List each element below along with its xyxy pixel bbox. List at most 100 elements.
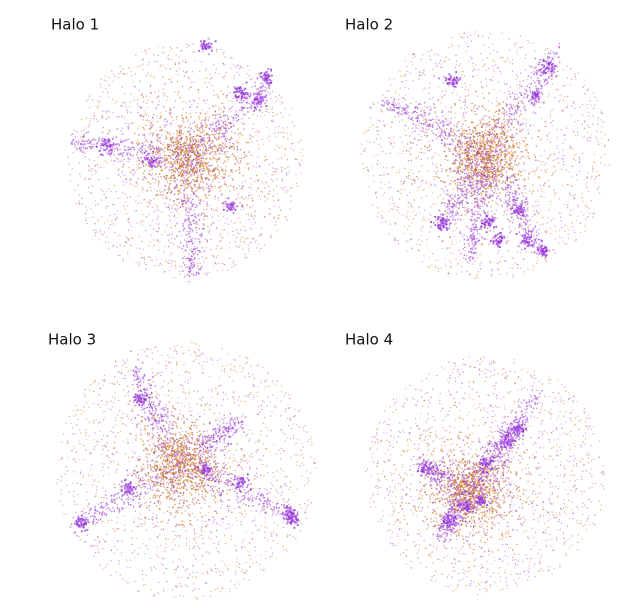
background [0, 0, 643, 608]
particle [423, 153, 424, 154]
particle [264, 195, 265, 196]
particle [114, 214, 115, 215]
particle [449, 247, 450, 248]
particle [231, 131, 232, 132]
particle [199, 241, 200, 242]
particle [211, 224, 212, 225]
particle [196, 272, 197, 273]
particle [176, 217, 177, 218]
particle [185, 181, 186, 182]
particle [140, 248, 141, 249]
particle [161, 129, 162, 130]
particle [125, 175, 126, 176]
particle [534, 174, 535, 175]
particle [120, 176, 121, 177]
particle [366, 131, 367, 132]
particle [596, 138, 597, 139]
particle [242, 83, 243, 84]
particle [85, 156, 86, 157]
particle [190, 160, 191, 161]
particle [218, 182, 219, 183]
particle [569, 172, 570, 173]
particle [595, 182, 596, 183]
particle [296, 174, 297, 175]
particle [180, 185, 181, 186]
particle [466, 214, 467, 215]
particle [535, 104, 536, 105]
particle [217, 49, 218, 50]
particle [225, 203, 227, 205]
particle [291, 108, 292, 109]
particle [176, 116, 177, 117]
particle [275, 96, 276, 97]
particle [464, 259, 465, 260]
particle [155, 159, 157, 161]
particle [257, 140, 258, 141]
particle [462, 236, 463, 237]
particle [227, 117, 228, 118]
particle [501, 32, 502, 33]
particle [199, 251, 200, 252]
particle [285, 168, 286, 169]
particle [106, 152, 107, 153]
particle [280, 187, 281, 188]
particle [563, 164, 564, 165]
particle [227, 204, 229, 206]
particle [229, 157, 230, 158]
particle [238, 233, 239, 234]
particle [505, 148, 506, 149]
particle [187, 197, 188, 198]
particle [107, 140, 109, 142]
particle [454, 236, 455, 237]
particle [392, 139, 393, 140]
particle [108, 220, 109, 221]
particle [195, 252, 196, 253]
particle [133, 82, 134, 83]
particle [271, 75, 273, 77]
particle [191, 82, 192, 83]
particle [183, 172, 184, 173]
particle [557, 56, 558, 57]
particle [178, 193, 179, 194]
particle [537, 257, 538, 258]
particle [117, 150, 118, 151]
particle [122, 141, 123, 142]
particle [557, 145, 558, 146]
particle [417, 190, 418, 191]
particle [490, 53, 491, 54]
particle [476, 31, 477, 32]
particle [587, 104, 588, 105]
particle [199, 184, 200, 185]
particle [212, 217, 213, 218]
particle [249, 219, 250, 220]
particle [428, 219, 429, 220]
particle [450, 252, 451, 253]
particle [197, 130, 198, 131]
particle [481, 261, 482, 262]
particle [286, 174, 287, 175]
particle [450, 171, 451, 172]
particle [212, 106, 213, 107]
particle [423, 70, 424, 71]
particle [268, 193, 269, 194]
particle [185, 203, 186, 204]
particle [222, 143, 223, 144]
particle [250, 79, 251, 80]
particle [223, 106, 224, 107]
particle [196, 141, 197, 142]
particle [189, 233, 190, 234]
particle [256, 175, 257, 176]
particle [151, 142, 152, 143]
particle [72, 168, 73, 169]
particle [208, 147, 209, 148]
particle [420, 228, 421, 229]
particle [236, 110, 237, 111]
particle [141, 107, 142, 108]
particle [491, 276, 492, 277]
particle [190, 145, 191, 146]
particle [262, 90, 263, 91]
particle [574, 154, 575, 155]
particle [170, 183, 171, 184]
particle [74, 143, 75, 144]
particle [171, 166, 172, 167]
